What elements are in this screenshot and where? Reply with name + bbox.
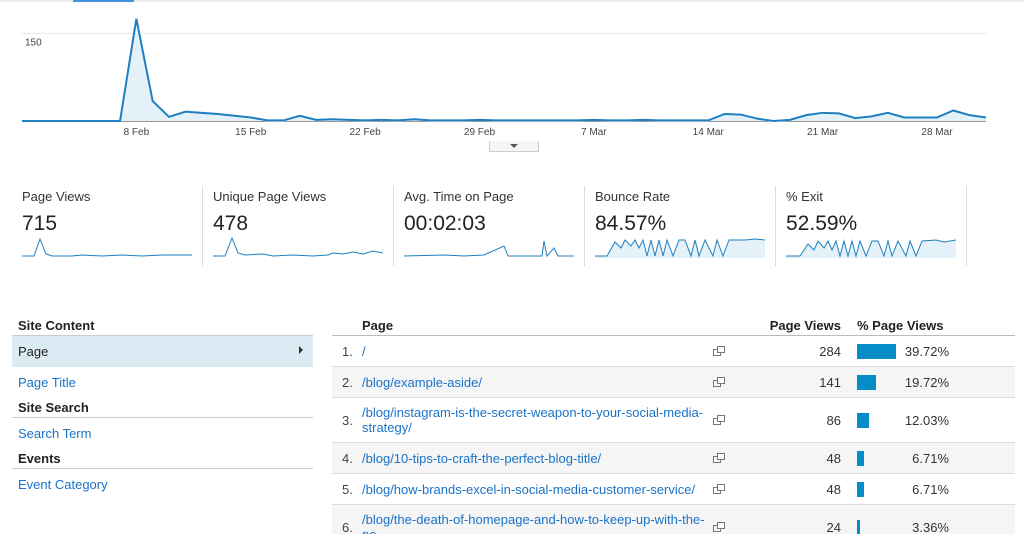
percent-bar xyxy=(857,375,876,390)
metric-unique-page-views[interactable]: Unique Page Views 478 xyxy=(203,186,394,266)
percent-value: 6.71% xyxy=(912,482,949,497)
percent-bar xyxy=(857,344,896,359)
percent-value: 39.72% xyxy=(904,344,949,359)
percent-bar xyxy=(857,520,860,534)
metric-page-views[interactable]: Page Views 715 xyxy=(12,186,203,266)
sparkline xyxy=(404,240,574,258)
open-page-icon[interactable] xyxy=(713,484,725,494)
page-views-value: 48 xyxy=(826,451,841,466)
page-link[interactable]: /blog/how-brands-excel-in-social-media-c… xyxy=(362,482,696,497)
percent-value: 6.71% xyxy=(912,451,949,466)
top-shadow xyxy=(0,0,1024,3)
page-link[interactable]: /blog/the-death-of-homepage-and-how-to-k… xyxy=(362,512,705,534)
page-link[interactable]: /blog/example-aside/ xyxy=(362,375,482,390)
row-number: 2. xyxy=(342,375,353,390)
metric-value: 84.57% xyxy=(595,212,667,235)
metric-label: Page Views xyxy=(22,189,91,204)
table-row: 6. /blog/the-death-of-homepage-and-how-to… xyxy=(332,505,1015,534)
nav-header-events: Events xyxy=(12,449,313,469)
row-number: 3. xyxy=(342,413,353,428)
x-tick-label: 15 Feb xyxy=(235,127,267,138)
metric-value: 00:02:03 xyxy=(404,212,486,235)
row-number: 6. xyxy=(342,520,353,534)
page-views-value: 284 xyxy=(819,344,841,359)
pages-table: Page Page Views % Page Views 1. / 284 39.72… xyxy=(332,316,1015,534)
table-row: 5. /blog/how-brands-excel-in-social-media… xyxy=(332,474,1015,505)
series-line xyxy=(22,18,987,123)
nav-header-site-search: Site Search xyxy=(12,398,313,418)
table-row: 4. /blog/10-tips-to-craft-the-perfect-blo… xyxy=(332,443,1015,474)
row-number: 1. xyxy=(342,344,353,359)
x-tick-label: 22 Feb xyxy=(350,127,382,138)
nav-item-label: Page xyxy=(18,344,49,359)
metric-exit[interactable]: % Exit 52.59% xyxy=(776,186,967,266)
metric-label: Unique Page Views xyxy=(213,189,327,204)
column-header-page[interactable]: Page xyxy=(362,318,394,333)
table-body: 1. / 284 39.72% 2. /blog/example-aside/141 19.… xyxy=(332,336,1015,534)
page-views-value: 48 xyxy=(826,482,841,497)
nav-item-event-category[interactable]: Event Category xyxy=(18,477,108,492)
collapse-chart-toggle[interactable] xyxy=(489,141,539,152)
overview-chart: 150 8 Feb 15 Feb 22 Feb 29 Feb 7 Mar 14 Mar 21 … xyxy=(22,18,987,138)
metric-scorecards: Page Views 715 Unique Page Views 478 Avg… xyxy=(12,186,967,266)
metric-value: 52.59% xyxy=(786,212,858,235)
open-page-icon[interactable] xyxy=(713,522,725,532)
x-tick-label: 14 Mar xyxy=(693,127,725,138)
percent-value: 3.36% xyxy=(912,520,949,534)
page-views-value: 141 xyxy=(819,375,841,390)
row-number: 4. xyxy=(342,451,353,466)
metric-value: 715 xyxy=(22,212,58,235)
metric-bounce-rate[interactable]: Bounce Rate 84.57% xyxy=(585,186,776,266)
sparkline xyxy=(213,236,383,257)
percent-bar xyxy=(857,451,864,466)
open-page-icon[interactable] xyxy=(713,346,725,356)
table-row: 2. /blog/example-aside/141 19.72% xyxy=(332,367,1015,398)
nav-item-page[interactable]: Page xyxy=(12,336,313,367)
chevron-down-icon xyxy=(510,144,518,148)
y-tick-label: 150 xyxy=(25,37,42,48)
nav-header-site-content: Site Content xyxy=(12,316,313,336)
active-tab-indicator xyxy=(73,0,134,2)
page-link[interactable]: /blog/10-tips-to-craft-the-perfect-blog-… xyxy=(362,451,602,466)
x-tick-label: 29 Feb xyxy=(464,127,496,138)
chevron-right-icon xyxy=(299,346,303,354)
x-tick-label: 28 Mar xyxy=(921,127,953,138)
row-number: 5. xyxy=(342,482,353,497)
sparkline xyxy=(595,238,765,258)
percent-value: 19.72% xyxy=(904,375,949,390)
page-link[interactable]: / xyxy=(362,344,366,359)
page-views-value: 24 xyxy=(826,520,841,534)
report-nav: Site Content Page Page Title Site Search… xyxy=(12,316,313,500)
sparkline xyxy=(786,239,956,258)
column-header-page-views[interactable]: Page Views xyxy=(769,318,841,333)
open-page-icon[interactable] xyxy=(713,415,725,425)
nav-item-page-title[interactable]: Page Title xyxy=(18,375,76,390)
percent-value: 12.03% xyxy=(904,413,949,428)
series-area xyxy=(22,18,986,122)
page-views-value: 86 xyxy=(826,413,841,428)
percent-bar xyxy=(857,482,864,497)
metric-label: % Exit xyxy=(786,189,823,204)
metric-value: 478 xyxy=(213,212,249,235)
x-tick-label: 21 Mar xyxy=(807,127,839,138)
x-tick-label: 7 Mar xyxy=(581,127,607,138)
open-page-icon[interactable] xyxy=(713,453,725,463)
sparkline xyxy=(22,237,192,257)
table-row: 1. / 284 39.72% xyxy=(332,336,1015,367)
nav-item-search-term[interactable]: Search Term xyxy=(18,426,92,441)
metric-label: Bounce Rate xyxy=(595,189,671,204)
table-row: 3. /blog/instagram-is-the-secret-weapon-t… xyxy=(332,398,1015,443)
page-link[interactable]: /blog/instagram-is-the-secret-weapon-to-… xyxy=(362,405,704,435)
x-tick-label: 8 Feb xyxy=(124,127,150,138)
percent-bar xyxy=(857,413,869,428)
open-page-icon[interactable] xyxy=(713,377,725,387)
metric-avg-time-on-page[interactable]: Avg. Time on Page 00:02:03 xyxy=(394,186,585,266)
column-header-pct-page-views[interactable]: % Page Views xyxy=(857,318,944,333)
table-header: Page Page Views % Page Views xyxy=(332,316,1015,336)
metric-label: Avg. Time on Page xyxy=(404,189,514,204)
